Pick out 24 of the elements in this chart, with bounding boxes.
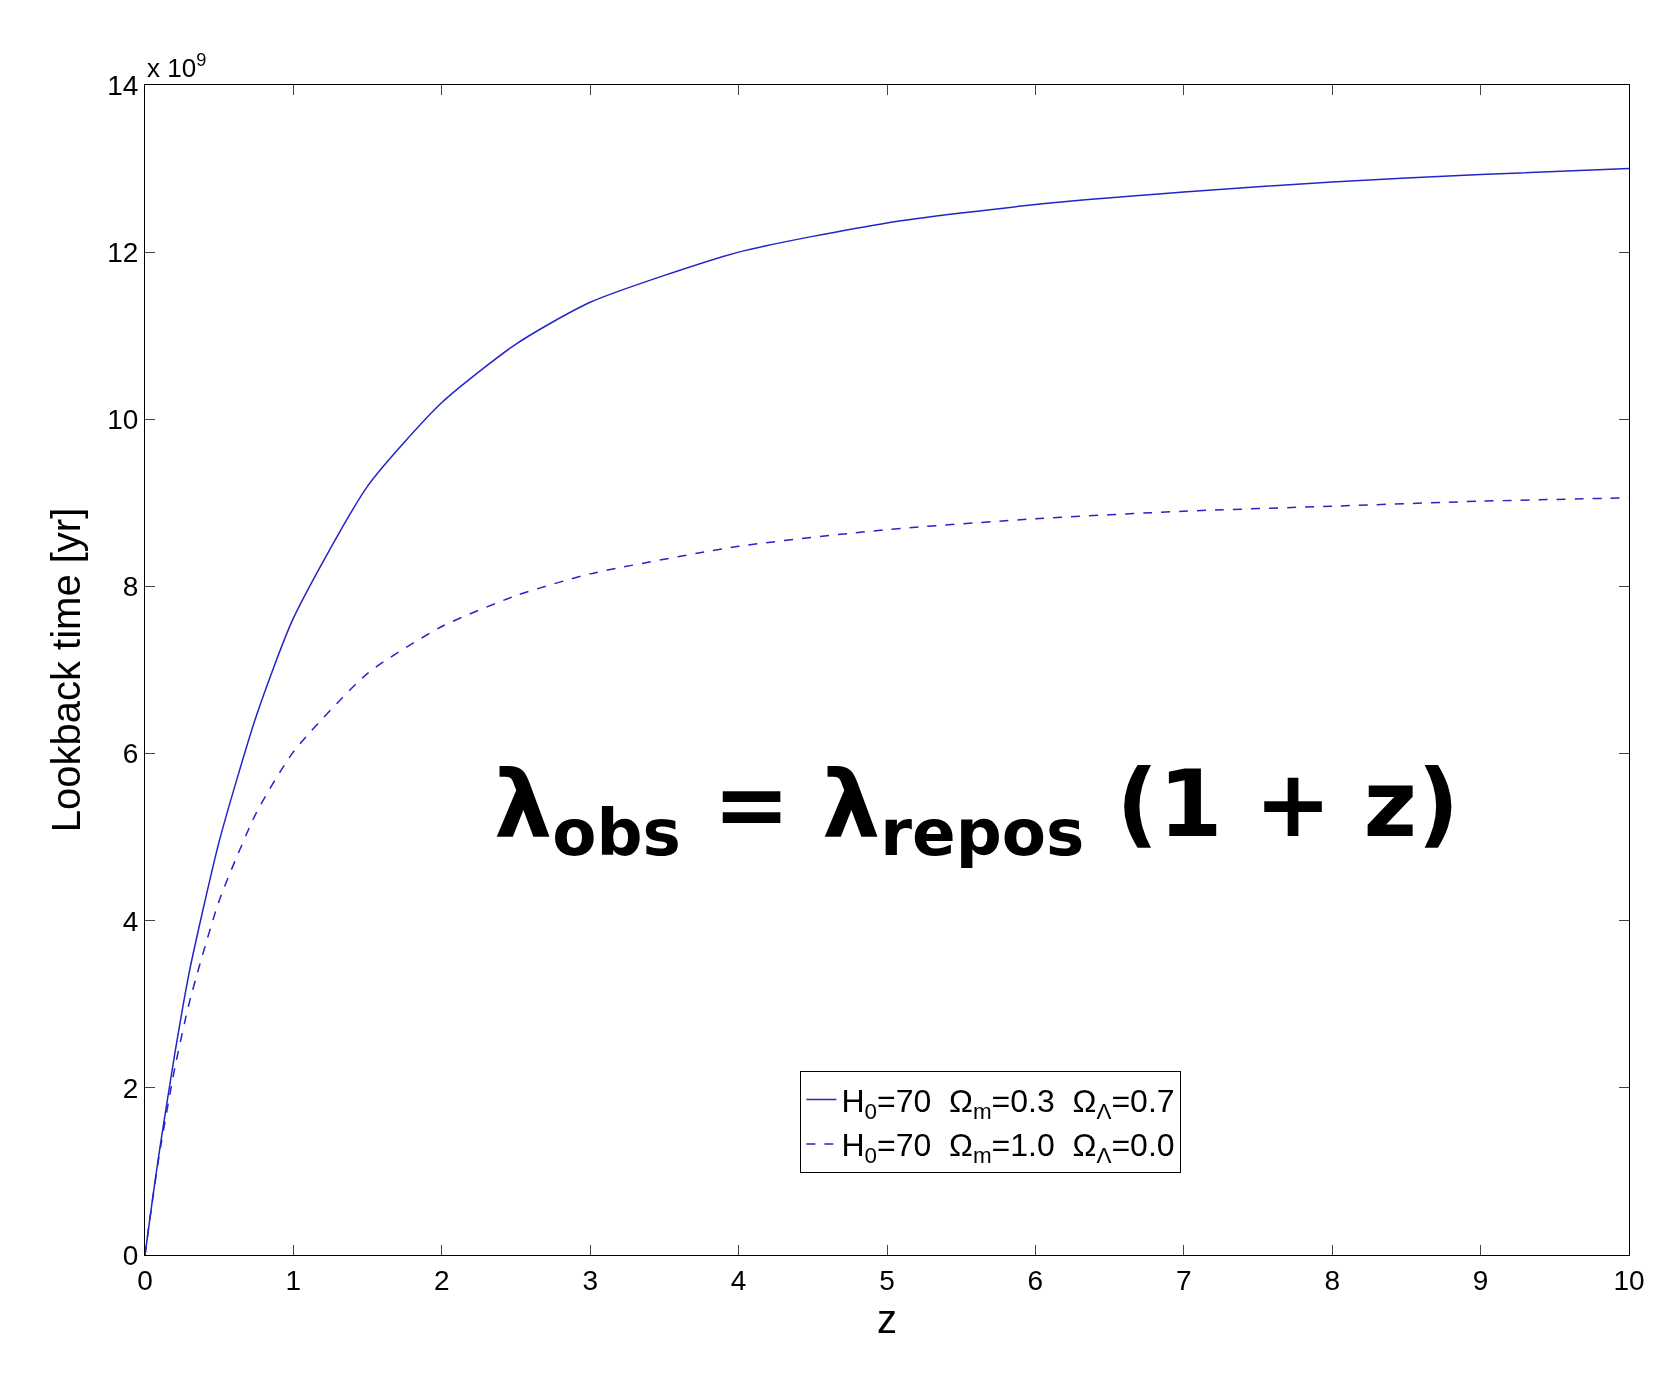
y-tick-label: 2 [122, 1072, 139, 1104]
x-tick-label: 10 [1613, 1264, 1645, 1296]
y-axis-title: Lookback time [yr] [43, 507, 88, 833]
y-tick-label: 4 [122, 905, 139, 937]
x-tick-label: 3 [582, 1264, 598, 1296]
x-tick-label: 7 [1176, 1264, 1192, 1296]
legend-label: H$_{0}$=70 Ω$_{m}$=1.0 Ω$_{Λ}$=0.0 [841, 1127, 1175, 1169]
x-tick-label: 1 [285, 1264, 302, 1296]
x-tick-label: 2 [434, 1264, 450, 1296]
x-tick-label: 5 [879, 1264, 895, 1296]
text: x 10$^{9}$ [147, 50, 207, 83]
x-axis-title: z [877, 1297, 897, 1342]
legend-label: H$_{0}$=70 Ω$_{m}$=0.3 Ω$_{Λ}$=0.7 [841, 1082, 1175, 1124]
y-tick-label: 12 [107, 236, 139, 268]
y-tick-label: 8 [122, 571, 139, 603]
y-tick-label: 10 [107, 404, 139, 436]
y-tick-label: 6 [122, 738, 139, 770]
annotation: λ$_{obs}$ = λ$_{repos}$ (1 + z) [494, 751, 1460, 871]
y-tick-label: 0 [122, 1239, 139, 1271]
x-tick-label: 8 [1324, 1264, 1340, 1296]
x-tick-label: 9 [1472, 1264, 1489, 1296]
x-tick-label: 4 [730, 1264, 747, 1296]
y-tick-label: 14 [107, 69, 139, 101]
x-tick-label: 6 [1027, 1264, 1044, 1296]
